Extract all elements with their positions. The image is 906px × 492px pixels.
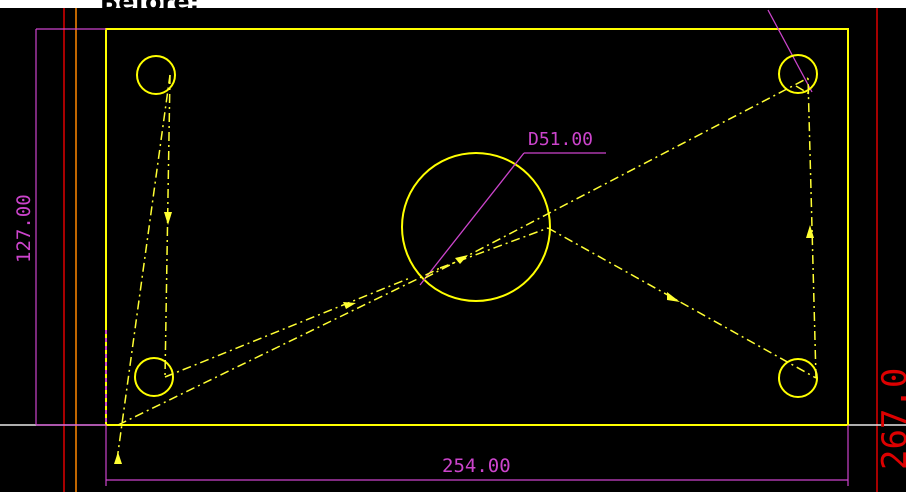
arrowhead-icon [667,292,680,302]
arrowhead-icon [114,452,122,464]
toolpath [116,74,817,461]
height-dimension-label: 127.00 [13,194,35,263]
diameter-leader: D51.00 [419,129,606,286]
arrowhead-icon [806,225,814,238]
width-dimension-label: 254.00 [442,455,511,477]
drawing-background [0,8,906,492]
hole-top-left [136,55,176,95]
arrowhead-icon [164,212,172,225]
magenta-leader-top-right [767,9,813,93]
height-dimension: 127.00 [13,28,106,426]
arrowhead-icon [455,255,468,264]
width-dimension: 254.00 [105,425,849,486]
red-partial-dimension-label: 267.0 [875,368,906,470]
header-band [0,0,906,8]
part-outline-rectangle [105,28,849,426]
hole-top-right [778,54,818,94]
partial-heading: Before: [100,0,199,16]
hole-bottom-right [778,358,818,398]
toolpath-arrowheads [114,212,814,464]
center-bore-circle [401,152,551,302]
hole-bottom-left [134,357,174,397]
arrowhead-icon [343,302,356,309]
diameter-label: D51.00 [528,129,593,150]
